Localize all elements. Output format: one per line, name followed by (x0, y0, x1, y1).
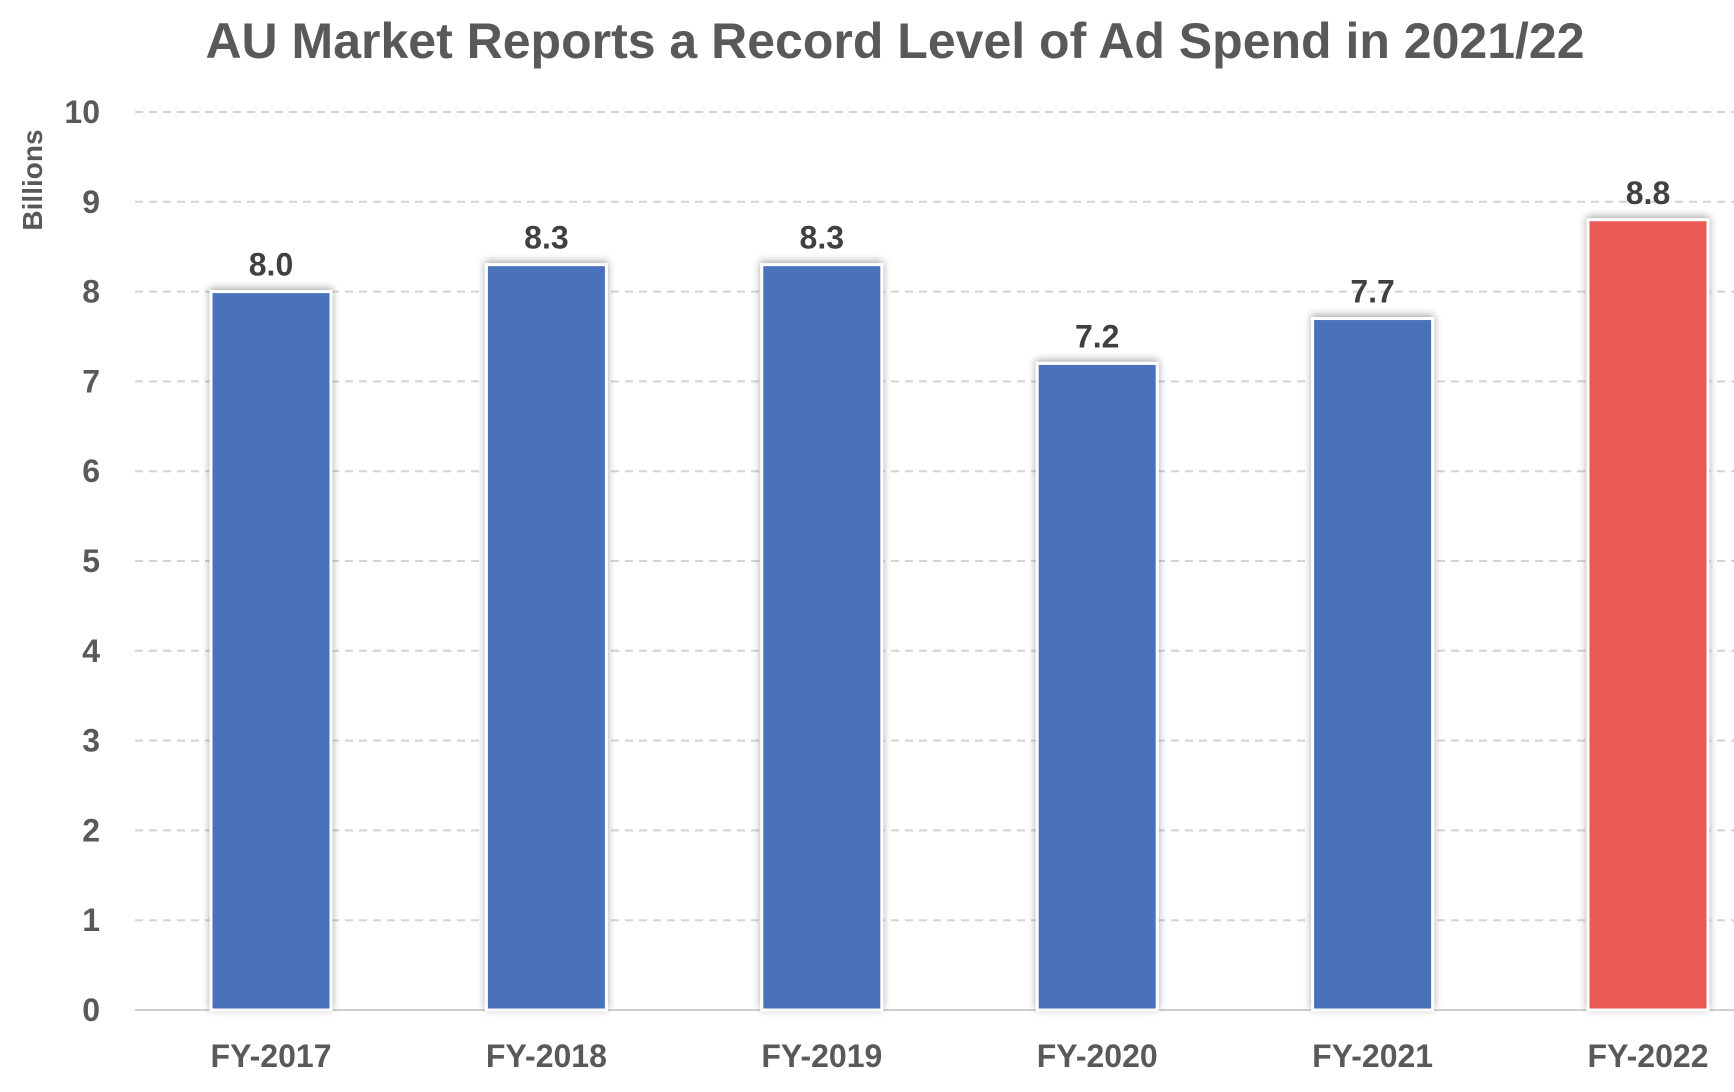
y-tick-label: 3 (82, 723, 100, 759)
data-label-fy-2018: 8.3 (524, 220, 568, 256)
x-tick-label-fy-2019: FY-2019 (761, 1038, 882, 1074)
data-label-fy-2021: 7.7 (1350, 274, 1394, 310)
data-label-fy-2020: 7.2 (1075, 318, 1119, 354)
y-tick-label: 0 (82, 992, 100, 1028)
y-tick-label: 2 (82, 812, 100, 848)
data-label-fy-2017: 8.0 (249, 247, 293, 283)
bar-fy-2017 (209, 290, 333, 1012)
y-axis-label: Billions (17, 129, 48, 230)
data-label-fy-2019: 8.3 (800, 220, 844, 256)
x-tick-label-fy-2017: FY-2017 (211, 1038, 332, 1074)
bar-fy-2021 (1311, 317, 1435, 1012)
bar-fy-2020 (1035, 361, 1159, 1012)
y-tick-label: 1 (82, 902, 100, 938)
y-tick-label: 4 (82, 633, 100, 669)
y-axis-ticks: 0 1 2 3 4 5 6 7 8 9 10 (64, 94, 100, 1028)
bar-fy-2018 (484, 263, 608, 1012)
x-tick-label-fy-2018: FY-2018 (486, 1038, 607, 1074)
x-tick-label-fy-2020: FY-2020 (1037, 1038, 1158, 1074)
y-tick-label: 10 (64, 94, 100, 130)
y-tick-label: 8 (82, 274, 100, 310)
chart-title: AU Market Reports a Record Level of Ad S… (205, 13, 1584, 69)
x-axis-ticks: FY-2017 FY-2018 FY-2019 FY-2020 FY-2021 FY-20… (211, 1038, 1709, 1074)
gridlines (135, 111, 1734, 1011)
data-label-fy-2022: 8.8 (1626, 175, 1670, 211)
y-tick-label: 5 (82, 543, 100, 579)
bars (209, 218, 1710, 1012)
y-tick-label: 7 (82, 363, 100, 399)
bar-fy-2019 (760, 263, 884, 1012)
data-labels: 8.0 8.3 8.3 7.2 7.7 8.8 (249, 175, 1670, 355)
x-tick-label-fy-2022: FY-2022 (1588, 1038, 1709, 1074)
x-tick-label-fy-2021: FY-2021 (1312, 1038, 1433, 1074)
y-tick-label: 9 (82, 184, 100, 220)
bar-fy-2022 (1586, 218, 1710, 1012)
y-tick-label: 6 (82, 453, 100, 489)
